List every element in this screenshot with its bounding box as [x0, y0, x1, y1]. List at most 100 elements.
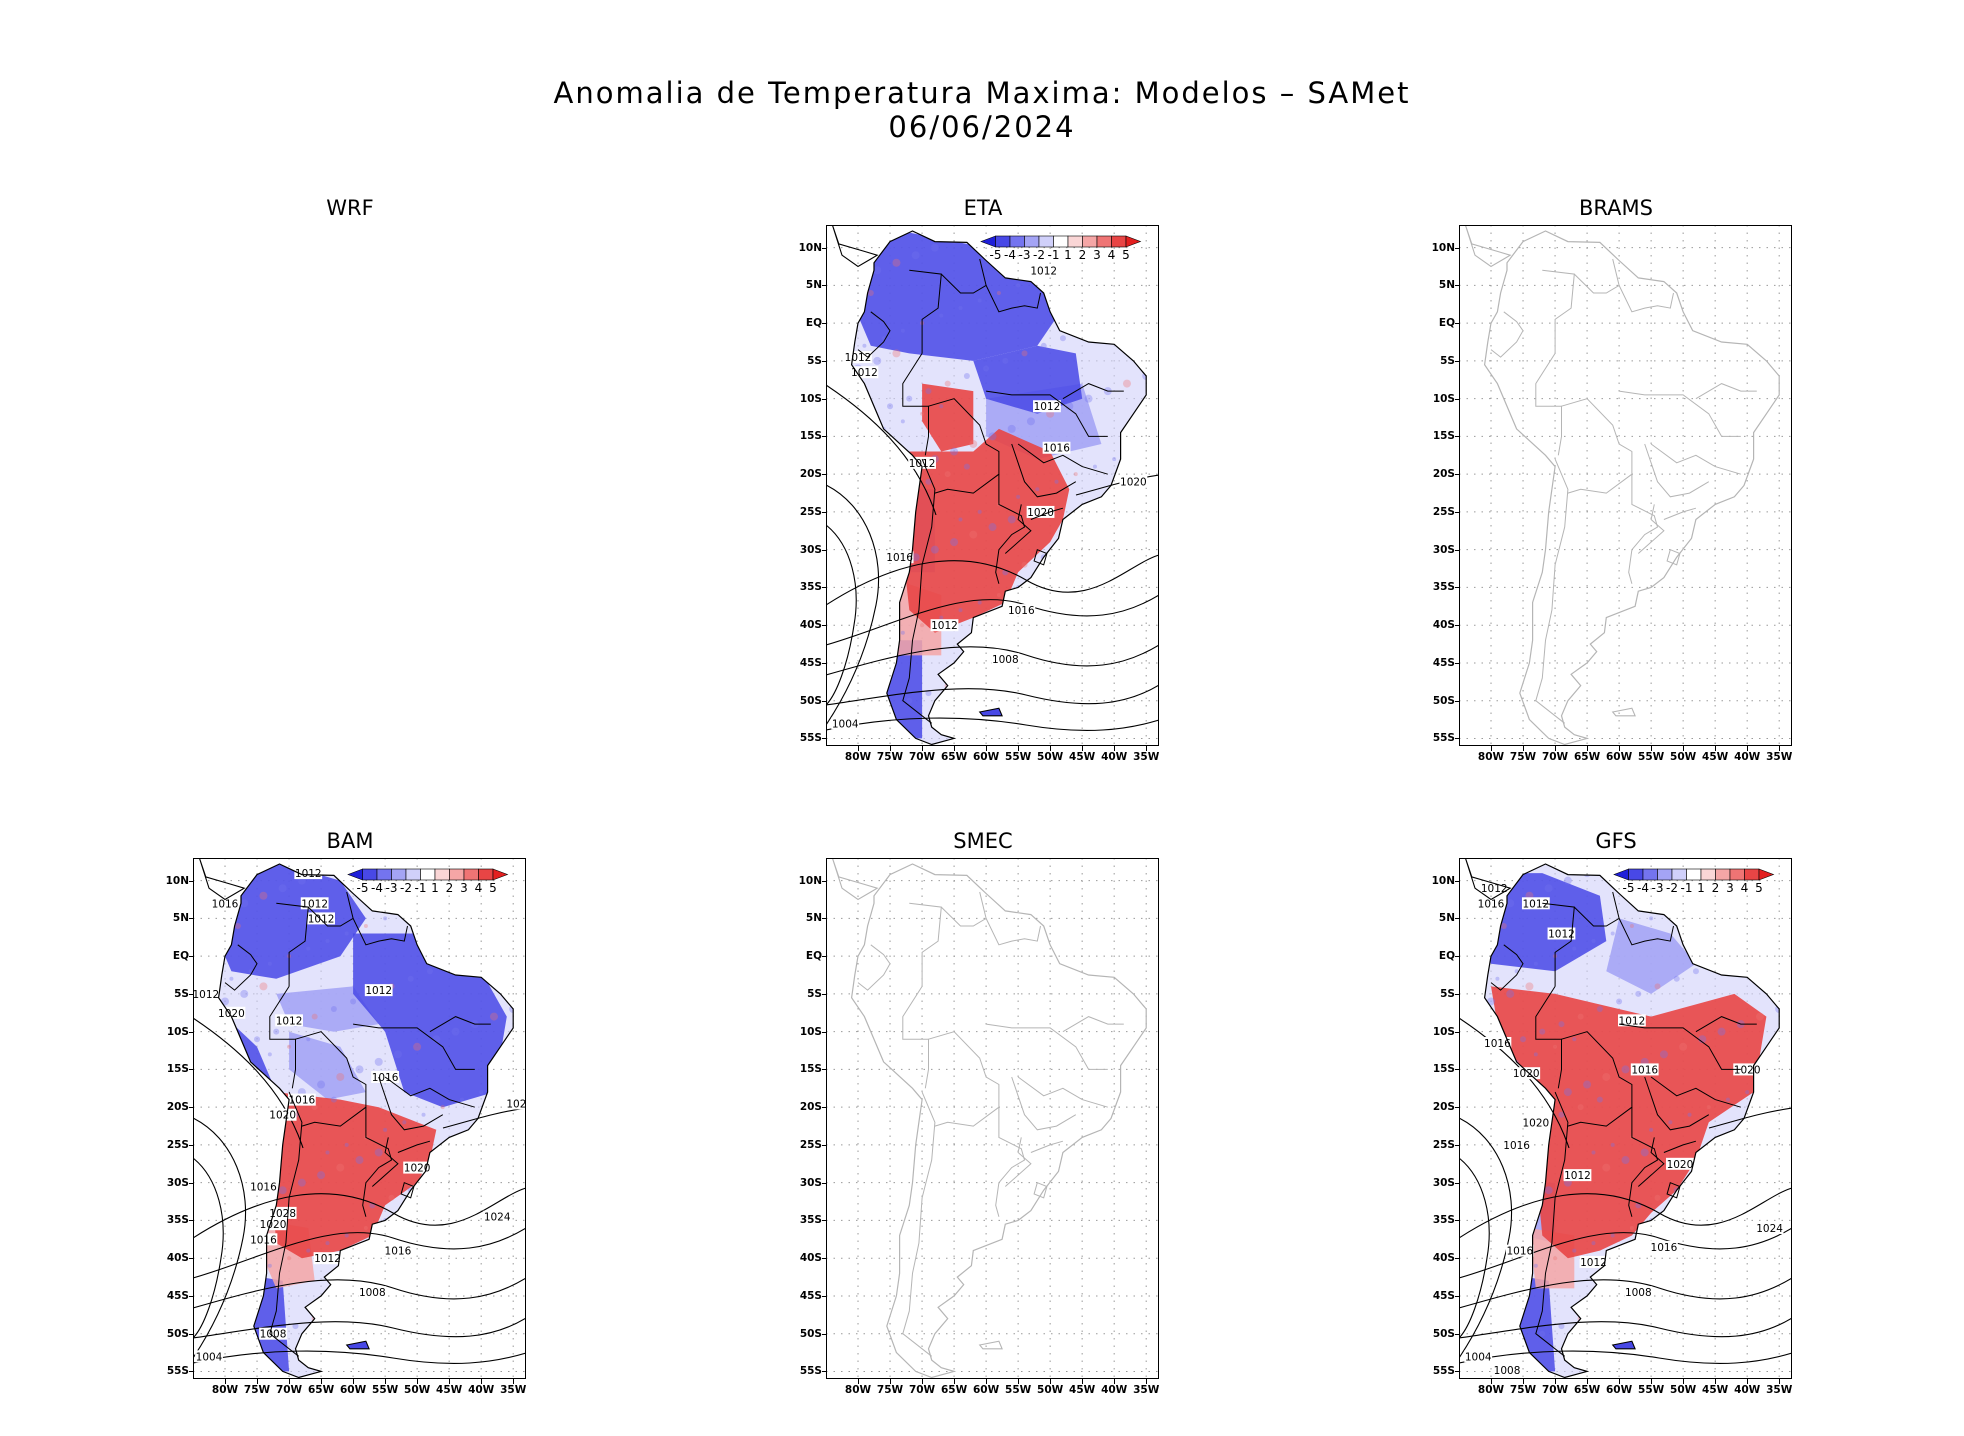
- isobar-line: [827, 554, 1158, 605]
- lon-tick-label: 75W: [1509, 751, 1537, 763]
- lat-tick-mark: [1455, 956, 1460, 958]
- anomaly-speckle: [1744, 1300, 1749, 1305]
- lat-tick-mark: [822, 993, 827, 995]
- lat-tick-label: 15S: [166, 1063, 189, 1076]
- country-border: [901, 985, 929, 1088]
- lat-tick-label: 20S: [799, 468, 822, 481]
- anomaly-speckle: [1533, 961, 1538, 966]
- anomaly-speckle: [1571, 946, 1576, 951]
- lat-tick-mark: [189, 1333, 194, 1335]
- anomaly-speckle: [1596, 1096, 1603, 1103]
- anomaly-speckle: [267, 1263, 272, 1268]
- lat-tick-mark: [822, 700, 827, 702]
- anomaly-speckle: [426, 1179, 433, 1186]
- isobar-line: [194, 1187, 525, 1238]
- isobar-line: [194, 1227, 525, 1278]
- anomaly-speckle: [1590, 938, 1595, 943]
- anomaly-speckle: [1706, 893, 1711, 898]
- panel-title-eta: ETA: [963, 196, 1003, 220]
- isobar-label: 1016: [1043, 442, 1070, 454]
- isobar-label-bg: [383, 1244, 412, 1257]
- map-svg-gfs: 1012 1016 1012 1012 1012 1016 1016 1020 1020 1020…: [1460, 859, 1791, 1378]
- anomaly-speckle: [924, 387, 931, 394]
- anomaly-speckle: [464, 1164, 471, 1171]
- lat-tick-label: 30S: [1432, 543, 1455, 556]
- anomaly-speckle: [1769, 937, 1776, 944]
- anomaly-speckle: [374, 1057, 383, 1066]
- country-border: [1010, 443, 1076, 497]
- anomaly-speckle: [1725, 1308, 1730, 1313]
- lat-tick-mark: [1455, 436, 1460, 438]
- map-svg-bam: 1012 1016 1012 1012 1012 1012 1020 1012 1016 1016…: [194, 859, 526, 1378]
- colorbar-tick-label: 4: [1107, 248, 1115, 262]
- colorbar-arrow-right: [1758, 868, 1774, 880]
- isobar-label: 102: [506, 1098, 526, 1110]
- lat-tick-label: 15S: [1432, 430, 1455, 443]
- isobar-label-bg: [1463, 1349, 1492, 1362]
- isobar-label-bg: [249, 1179, 277, 1192]
- anomaly-speckle: [1007, 726, 1016, 735]
- lon-tick-label: 45W: [436, 1384, 463, 1396]
- colorbar-swatch: [1052, 235, 1068, 247]
- lat-tick-mark: [822, 1295, 827, 1297]
- anomaly-speckle: [1678, 1253, 1687, 1262]
- country-border: [307, 891, 354, 926]
- lat-tick-label: 5S: [807, 354, 822, 367]
- lon-tick-label: 70W: [1541, 751, 1569, 763]
- colorbar-tick-label: -2: [400, 881, 412, 895]
- isobar-label: 1012: [275, 1015, 302, 1027]
- country-border: [901, 1091, 935, 1357]
- lat-tick-label: 55S: [1432, 1365, 1455, 1378]
- lat-tick-mark: [1455, 1107, 1460, 1109]
- anomaly-speckle: [478, 1089, 483, 1094]
- anomaly-speckle: [905, 485, 912, 492]
- isobar-label-bg: [990, 652, 1019, 665]
- anomaly-speckle: [1505, 898, 1514, 907]
- panel-title-wrf: WRF: [326, 196, 374, 220]
- lat-tick-mark: [1455, 880, 1460, 882]
- anomaly-speckle: [407, 975, 414, 982]
- colorbar-tick-label: -2: [1666, 881, 1678, 895]
- anomaly-speckle: [963, 674, 970, 681]
- anomaly-speckle: [977, 509, 982, 514]
- lat-tick-label: 45S: [799, 656, 822, 669]
- lagoon-outline: [1032, 1181, 1048, 1198]
- lat-tick-label: 10S: [1432, 1025, 1455, 1038]
- lat-tick-label: 15S: [799, 1063, 822, 1076]
- anomaly-speckle: [335, 863, 344, 870]
- anomaly-speckle: [1596, 1307, 1603, 1314]
- coastline-central-america: [831, 226, 879, 267]
- anomaly-speckle: [1769, 1148, 1776, 1155]
- colorbar-tick-label: -4: [1637, 881, 1649, 895]
- map-svg-brams: [1460, 226, 1791, 745]
- anomaly-speckle: [210, 1074, 214, 1078]
- coastline-central-america: [198, 859, 246, 900]
- colorbar-arrow-right: [1125, 235, 1141, 247]
- lon-tick-mark: [1114, 746, 1116, 751]
- lat-tick-label: 40S: [799, 619, 822, 632]
- isobar-label-bg: [194, 1349, 223, 1362]
- country-border: [1643, 443, 1709, 497]
- lat-tick-label: 5N: [805, 279, 822, 292]
- country-border: [268, 985, 296, 1088]
- panel-title-gfs: GFS: [1595, 829, 1637, 853]
- anomaly-speckle: [1015, 494, 1020, 499]
- colorbar-swatch: [361, 868, 377, 880]
- isobar-label-bg: [1032, 399, 1061, 412]
- anomaly-speckle: [1136, 727, 1143, 734]
- anomaly-speckle: [1021, 561, 1028, 568]
- country-border: [1030, 1140, 1063, 1153]
- country-border: [294, 1030, 366, 1127]
- anomaly-speckle: [316, 1080, 325, 1089]
- isobar-label: 1012: [1030, 265, 1057, 277]
- anomaly-speckle: [1763, 1082, 1768, 1087]
- anomaly-speckle: [944, 470, 951, 477]
- lat-tick-label: EQ: [805, 317, 822, 330]
- isobar-label-bg: [1511, 1066, 1540, 1079]
- anomaly-speckle: [1601, 863, 1610, 870]
- anomaly-speckle: [1045, 620, 1054, 629]
- country-border: [1663, 507, 1696, 520]
- lon-tick-mark: [986, 746, 988, 751]
- country-border: [1534, 352, 1562, 455]
- anomaly-speckle: [900, 418, 905, 423]
